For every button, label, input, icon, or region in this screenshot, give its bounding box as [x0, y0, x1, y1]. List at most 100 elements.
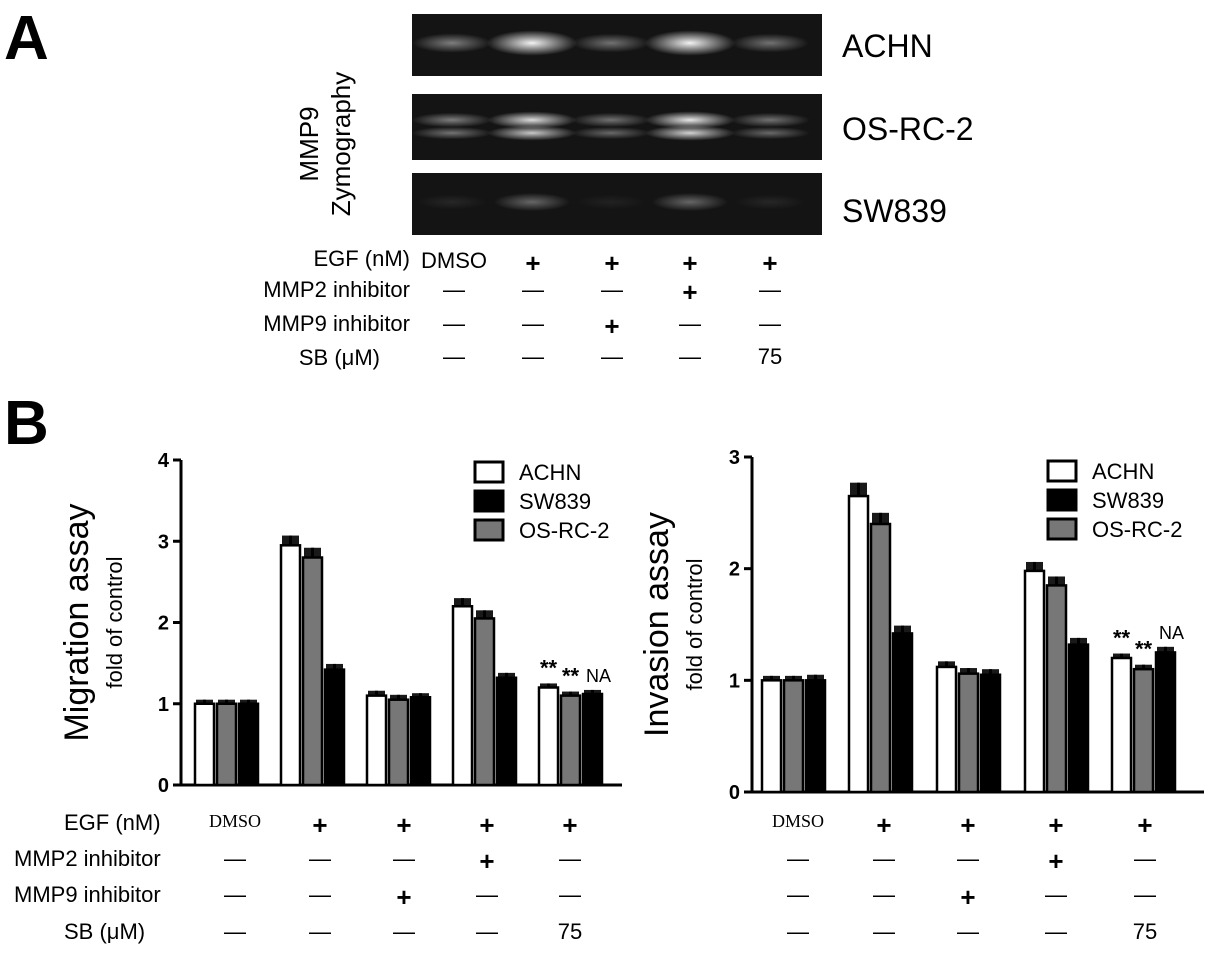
legend-label: ACHN	[519, 460, 581, 485]
cond-label-mmp9: MMP9 inhibitor	[263, 311, 410, 336]
error-cap	[1113, 653, 1130, 658]
y-tick-label: 3	[158, 531, 169, 553]
condition-cell: +	[562, 810, 578, 840]
condition-cell: +	[1137, 810, 1153, 840]
bar	[760, 679, 783, 794]
condition-cell: +	[479, 810, 495, 840]
blot-band	[487, 111, 577, 129]
condition-cell: —	[679, 311, 701, 336]
error-cap	[196, 699, 213, 704]
condition-cell: —	[309, 882, 331, 907]
condition-cell: DMSO	[208, 811, 261, 831]
blot-band	[731, 33, 809, 53]
blot-band	[645, 111, 735, 129]
error-cap	[454, 598, 471, 607]
condition-cell: +	[312, 810, 328, 840]
condition-cell: +	[396, 810, 412, 840]
blot-band	[411, 112, 493, 128]
error-cap	[368, 690, 385, 696]
y-tick-label: 2	[158, 613, 169, 635]
bar	[957, 672, 980, 794]
error-cap	[960, 668, 977, 674]
condition-cell: 75	[757, 344, 783, 369]
blot-band	[576, 194, 646, 210]
legend-swatch	[1046, 488, 1078, 512]
bar	[409, 696, 432, 787]
condition-cell: +	[396, 882, 412, 912]
condition-cell: —	[522, 311, 544, 336]
y-tick-label: 0	[729, 782, 740, 804]
legend-swatch	[473, 489, 505, 513]
legend-swatch	[473, 460, 505, 484]
condition-cell: +	[479, 846, 495, 876]
error-cap	[584, 689, 601, 694]
blot-band	[644, 30, 736, 56]
condition-cell: +	[604, 311, 620, 341]
bar	[1132, 667, 1155, 794]
bar	[581, 692, 604, 787]
blot-band	[571, 126, 651, 140]
y-axis-sublabel: fold of control	[102, 556, 127, 688]
legend-label: SW839	[1092, 488, 1164, 513]
condition-cell: —	[1045, 919, 1067, 944]
error-cap	[1070, 637, 1087, 645]
legend-swatch	[1046, 459, 1078, 483]
condition-cell: —	[873, 846, 895, 871]
blot-band	[412, 33, 492, 53]
condition-cell: —	[873, 882, 895, 907]
legend-swatch	[473, 518, 505, 542]
condb-label-sb: SB (μM)	[64, 919, 146, 944]
bar	[1154, 651, 1177, 794]
condition-cell: +	[1048, 846, 1064, 876]
y-tick-label: 1	[158, 694, 169, 716]
bar	[782, 679, 805, 794]
blot-label-sw839: SW839	[842, 193, 947, 229]
error-cap	[326, 663, 343, 670]
condition-cell: +	[960, 882, 976, 912]
bar	[301, 556, 324, 787]
condition-cell: +	[960, 810, 976, 840]
condition-cell: +	[525, 248, 541, 278]
condb-label-egf: EGF (nM)	[64, 810, 161, 835]
condition-cell: +	[876, 810, 892, 840]
blot-band	[486, 30, 578, 56]
error-cap	[938, 661, 955, 667]
bar	[1045, 584, 1068, 794]
condition-cell: —	[1134, 882, 1156, 907]
panel-a-letter: A	[4, 4, 49, 73]
blot-band	[651, 192, 729, 212]
cond-label-mmp2: MMP2 inhibitor	[263, 277, 410, 302]
condition-cell: —	[873, 919, 895, 944]
bar	[935, 665, 958, 794]
bar	[1023, 569, 1046, 794]
blot-band	[730, 126, 810, 140]
bar	[365, 694, 388, 787]
bar	[891, 632, 914, 794]
blot-label-achn: ACHN	[842, 28, 933, 64]
zymography-blots	[411, 14, 822, 235]
bar	[1067, 643, 1090, 794]
bar	[193, 702, 216, 787]
condition-cell: +	[682, 277, 698, 307]
condition-cell: —	[224, 882, 246, 907]
error-cap	[785, 675, 802, 681]
legend-label: SW839	[519, 489, 591, 514]
condition-cell: —	[476, 919, 498, 944]
error-cap	[763, 675, 780, 681]
condition-cell: —	[1045, 882, 1067, 907]
y-tick-label: 1	[729, 670, 740, 692]
blot-band	[417, 194, 487, 210]
y-tick-label: 2	[729, 559, 740, 581]
error-cap	[282, 535, 299, 546]
legend-label: OS-RC-2	[519, 518, 609, 543]
condition-cell: —	[224, 919, 246, 944]
error-cap	[476, 610, 493, 619]
condition-cell: 75	[557, 919, 583, 944]
condition-cell: —	[787, 846, 809, 871]
error-cap	[304, 547, 321, 558]
bar	[979, 673, 1002, 794]
error-cap	[218, 699, 235, 704]
error-cap	[872, 512, 889, 524]
error-cap	[1157, 646, 1174, 653]
condition-cell: —	[759, 311, 781, 336]
